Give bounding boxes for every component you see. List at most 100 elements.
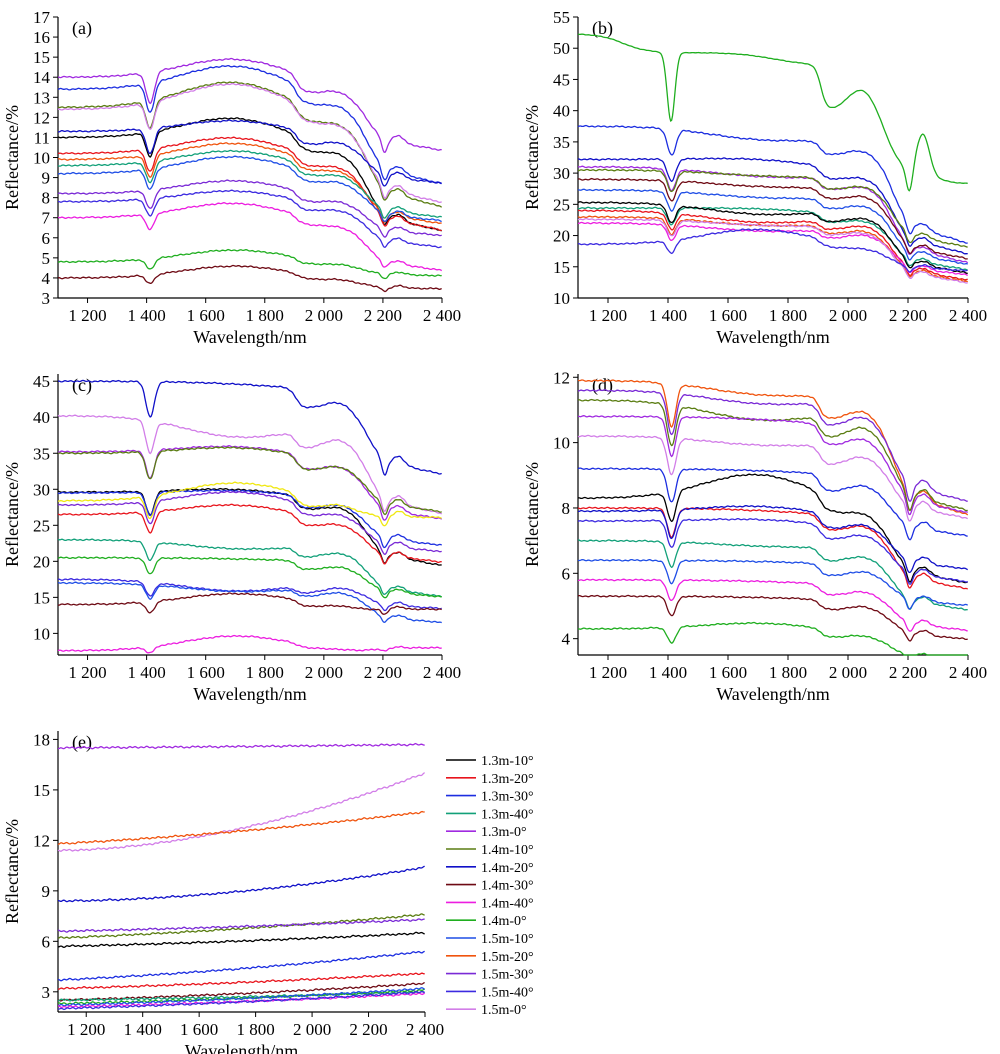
x-tick-label: 1 800 bbox=[246, 306, 284, 325]
y-tick-label: 5 bbox=[42, 249, 51, 268]
series-line bbox=[58, 931, 425, 948]
series-line bbox=[58, 119, 442, 187]
series-line bbox=[57, 202, 443, 272]
chart-panel-1: 1 200 1 400 1 600 1 800 2 000 2 200 2 400 10 15 2… bbox=[522, 8, 987, 347]
chart-panel-2: 1 200 1 400 1 600 1 800 2 000 2 200 2 400 10 15 2… bbox=[2, 372, 461, 704]
x-tick-label: 2 400 bbox=[949, 306, 987, 325]
series-line bbox=[577, 578, 968, 632]
series-line bbox=[577, 517, 968, 586]
y-tick-label: 45 bbox=[553, 70, 570, 89]
series-line bbox=[577, 157, 968, 255]
series-line bbox=[577, 434, 968, 522]
series-line bbox=[57, 772, 425, 852]
y-axis-label: Reflectance/% bbox=[2, 462, 22, 567]
y-tick-label: 4 bbox=[42, 269, 51, 288]
legend: 1.3m-10° 1.3m-20° 1.3m-30° 1.3m-40° 1.3m-0° 1… bbox=[446, 754, 534, 1018]
series-line bbox=[57, 810, 425, 846]
series-line bbox=[57, 578, 442, 612]
y-tick-label: 10 bbox=[33, 149, 50, 168]
y-tick-label: 3 bbox=[42, 983, 51, 1002]
y-axis-label: Reflectance/% bbox=[522, 462, 542, 567]
y-axis-label: Reflectance/% bbox=[2, 819, 22, 924]
x-tick-label: 1 200 bbox=[589, 306, 627, 325]
x-tick-label: 2 200 bbox=[889, 663, 927, 682]
legend-item-label: 1.4m-40° bbox=[481, 896, 534, 911]
y-tick-label: 6 bbox=[42, 932, 51, 951]
y-tick-label: 10 bbox=[553, 434, 570, 453]
x-tick-label: 2 000 bbox=[293, 1020, 331, 1039]
series-line bbox=[577, 168, 968, 248]
y-tick-label: 40 bbox=[553, 102, 570, 121]
x-tick-label: 1 400 bbox=[127, 663, 165, 682]
panel-label: (b) bbox=[592, 18, 613, 39]
series-line bbox=[58, 155, 442, 223]
x-axis-label: Wavelength/nm bbox=[193, 684, 307, 704]
y-tick-label: 40 bbox=[33, 408, 50, 427]
series-line bbox=[578, 221, 968, 276]
panel-label: (a) bbox=[72, 18, 92, 39]
series-line bbox=[57, 446, 442, 516]
legend-item-label: 1.5m-40° bbox=[481, 985, 534, 1000]
y-tick-label: 7 bbox=[42, 209, 51, 228]
series-line bbox=[58, 487, 442, 566]
y-tick-label: 12 bbox=[33, 108, 50, 127]
legend-item-label: 1.3m-20° bbox=[481, 772, 534, 787]
series-line bbox=[577, 473, 968, 584]
x-tick-label: 1 600 bbox=[180, 1020, 218, 1039]
y-tick-label: 9 bbox=[42, 882, 51, 901]
series-line bbox=[57, 81, 443, 208]
y-tick-label: 15 bbox=[33, 48, 50, 67]
series-line bbox=[57, 490, 442, 556]
x-axis-label: Wavelength/nm bbox=[716, 327, 830, 347]
series-line bbox=[57, 538, 443, 598]
series-line bbox=[57, 556, 442, 599]
x-tick-label: 2 200 bbox=[349, 1020, 387, 1039]
panel-label: (d) bbox=[592, 375, 613, 396]
panel-label: (c) bbox=[72, 375, 92, 396]
legend-item-label: 1.3m-40° bbox=[481, 807, 534, 822]
y-tick-label: 12 bbox=[553, 368, 570, 387]
series-line bbox=[57, 149, 442, 219]
series-line bbox=[577, 188, 968, 265]
legend-item-label: 1.3m-30° bbox=[481, 790, 534, 805]
x-tick-label: 2 000 bbox=[829, 306, 867, 325]
series-line bbox=[577, 201, 968, 274]
y-tick-label: 13 bbox=[33, 88, 50, 107]
legend-item-label: 1.4m-10° bbox=[481, 843, 534, 858]
series-line bbox=[58, 992, 425, 1009]
y-tick-label: 30 bbox=[33, 480, 50, 499]
y-tick-label: 15 bbox=[33, 588, 50, 607]
chart-panel-0: 1 200 1 400 1 600 1 800 2 000 2 200 2 400 34567… bbox=[2, 8, 461, 347]
x-tick-label: 1 200 bbox=[67, 1020, 105, 1039]
x-tick-label: 1 600 bbox=[187, 306, 225, 325]
x-tick-label: 2 200 bbox=[889, 306, 927, 325]
x-tick-label: 1 200 bbox=[68, 306, 106, 325]
legend-item-label: 1.4m-0° bbox=[481, 914, 527, 929]
y-tick-label: 15 bbox=[553, 258, 570, 277]
x-axis-label: Wavelength/nm bbox=[185, 1041, 299, 1054]
x-tick-label: 1 800 bbox=[769, 663, 807, 682]
y-tick-label: 20 bbox=[553, 227, 570, 246]
y-tick-label: 8 bbox=[562, 499, 571, 518]
series-line bbox=[57, 189, 442, 249]
series-line bbox=[57, 64, 442, 185]
series-line bbox=[57, 592, 442, 615]
y-tick-label: 20 bbox=[33, 552, 50, 571]
series-line bbox=[577, 33, 968, 192]
x-tick-label: 2 000 bbox=[305, 663, 343, 682]
x-tick-label: 2 400 bbox=[423, 306, 461, 325]
y-tick-label: 9 bbox=[42, 169, 51, 188]
y-tick-label: 4 bbox=[562, 630, 571, 649]
series-line bbox=[58, 142, 442, 224]
y-tick-label: 18 bbox=[33, 730, 50, 749]
series-line bbox=[577, 594, 968, 642]
series-line bbox=[577, 504, 968, 574]
y-tick-label: 15 bbox=[33, 781, 50, 800]
y-tick-label: 50 bbox=[553, 39, 570, 58]
y-tick-label: 17 bbox=[33, 8, 51, 27]
y-tick-label: 10 bbox=[553, 289, 570, 308]
legend-item-label: 1.4m-20° bbox=[481, 861, 534, 876]
y-tick-label: 6 bbox=[42, 229, 51, 248]
x-tick-label: 2 000 bbox=[305, 306, 343, 325]
